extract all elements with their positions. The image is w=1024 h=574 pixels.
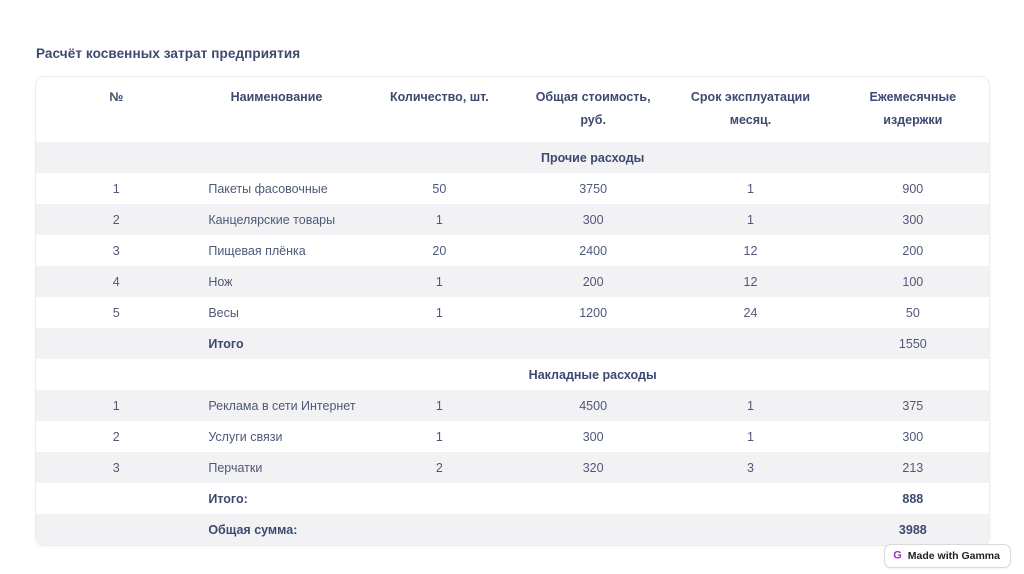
table-row: 3 Перчатки 2 320 3 213 <box>36 452 989 483</box>
gamma-logo-icon: G <box>893 549 902 561</box>
page-title: Расчёт косвенных затрат предприятия <box>36 46 301 61</box>
cell-monthly-costs: 300 <box>902 429 924 444</box>
cell-service-life: 1 <box>664 204 837 235</box>
cell-service-life: 1 <box>747 181 754 196</box>
empty-cell <box>36 142 197 173</box>
cell-total-cost: 300 <box>582 429 604 444</box>
cell-number: 5 <box>112 305 120 320</box>
cell-name: Услуги связи <box>208 429 283 444</box>
empty-cell <box>36 483 196 514</box>
header-row: № Наименование Количество, шт. Общая сто… <box>36 77 989 142</box>
section-header-row: Накладные расходы <box>36 359 989 390</box>
cell-number: 1 <box>112 181 120 196</box>
empty-cell <box>664 514 837 545</box>
column-header-name: Наименование <box>230 90 323 104</box>
section-total-row: Итого: 888 <box>36 483 989 514</box>
cell-quantity: 2 <box>356 452 522 483</box>
column-header-monthly-costs: Ежемесячные издержки <box>869 90 957 127</box>
cell-name: Нож <box>196 266 357 297</box>
empty-cell <box>664 483 836 514</box>
empty-cell <box>36 328 197 359</box>
table-row: 4 Нож 1 200 12 100 <box>36 266 989 297</box>
cell-number: 3 <box>36 452 197 483</box>
cell-number: 2 <box>36 204 197 235</box>
section-title: Накладные расходы <box>528 367 657 382</box>
cell-name: Канцелярские товары <box>196 204 357 235</box>
cell-quantity: 20 <box>432 243 447 258</box>
cell-total-cost: 1200 <box>579 305 608 320</box>
column-header-quantity: Количество, шт. <box>389 90 489 104</box>
table-row: 3 Пищевая плёнка 20 2400 12 200 <box>36 235 989 266</box>
total-label: Итого <box>196 328 357 359</box>
cost-table-card: № Наименование Количество, шт. Общая сто… <box>35 76 990 546</box>
cell-monthly-costs: 900 <box>902 181 924 196</box>
cell-service-life: 12 <box>743 243 758 258</box>
cell-total-cost: 300 <box>522 204 665 235</box>
empty-cell <box>522 328 665 359</box>
total-label: Итого: <box>208 491 248 506</box>
cell-monthly-costs: 300 <box>836 204 989 235</box>
grand-total-label: Общая сумма: <box>196 514 357 545</box>
cell-number: 3 <box>112 243 120 258</box>
cell-total-cost: 200 <box>522 266 665 297</box>
cell-service-life: 24 <box>743 305 758 320</box>
cost-table: № Наименование Количество, шт. Общая сто… <box>36 77 989 545</box>
section-total-row: Итого 1550 <box>36 328 989 359</box>
empty-cell <box>522 483 664 514</box>
cell-quantity: 50 <box>432 181 447 196</box>
table-row: 2 Канцелярские товары 1 300 1 300 <box>36 204 989 235</box>
table-row: 2 Услуги связи 1 300 1 300 <box>36 421 989 452</box>
empty-cell <box>356 328 522 359</box>
cell-name: Весы <box>208 305 239 320</box>
made-with-gamma-badge[interactable]: G Made with Gamma <box>884 544 1011 568</box>
column-header-service-life: Срок эксплуатации месяц. <box>690 90 811 127</box>
cell-name: Перчатки <box>196 452 357 483</box>
cell-quantity: 1 <box>356 204 522 235</box>
cell-quantity: 1 <box>356 390 522 421</box>
empty-cell <box>356 514 522 545</box>
cell-monthly-costs: 375 <box>836 390 989 421</box>
total-value: 1550 <box>836 328 989 359</box>
empty-cell <box>36 359 196 390</box>
cell-quantity: 1 <box>435 429 443 444</box>
cell-total-cost: 3750 <box>579 181 608 196</box>
cell-service-life: 1 <box>664 390 837 421</box>
cell-quantity: 1 <box>356 266 522 297</box>
empty-cell <box>357 483 522 514</box>
table-row: 1 Пакеты фасовочные 50 3750 1 900 <box>36 173 989 204</box>
grand-total-row: Общая сумма: 3988 <box>36 514 989 545</box>
cell-total-cost: 2400 <box>579 243 608 258</box>
cell-number: 4 <box>36 266 197 297</box>
cell-service-life: 3 <box>664 452 837 483</box>
total-value: 888 <box>902 491 924 506</box>
cell-name: Реклама в сети Интернет <box>196 390 357 421</box>
empty-cell <box>36 514 197 545</box>
cell-number: 1 <box>36 390 197 421</box>
cell-monthly-costs: 50 <box>905 305 920 320</box>
table-row: 1 Реклама в сети Интернет 1 4500 1 375 <box>36 390 989 421</box>
cell-service-life: 12 <box>664 266 837 297</box>
cell-monthly-costs: 100 <box>836 266 989 297</box>
cell-monthly-costs: 213 <box>836 452 989 483</box>
cell-service-life: 1 <box>747 429 754 444</box>
table-row: 5 Весы 1 1200 24 50 <box>36 297 989 328</box>
empty-cell <box>522 514 665 545</box>
empty-cell <box>664 328 837 359</box>
section-title: Прочие расходы <box>196 142 989 173</box>
cell-number: 2 <box>112 429 120 444</box>
cell-name: Пакеты фасовочные <box>208 181 328 196</box>
cell-quantity: 1 <box>435 305 443 320</box>
cell-name: Пищевая плёнка <box>208 243 306 258</box>
column-header-total-cost: Общая стоимость, руб. <box>535 90 651 127</box>
column-header-number: № <box>109 90 124 104</box>
cell-total-cost: 4500 <box>522 390 665 421</box>
cell-total-cost: 320 <box>522 452 665 483</box>
table-header: № Наименование Количество, шт. Общая сто… <box>36 77 989 142</box>
grand-total-value: 3988 <box>836 514 989 545</box>
section-header-row: Прочие расходы <box>36 142 989 173</box>
cell-monthly-costs: 200 <box>902 243 924 258</box>
badge-label: Made with Gamma <box>907 549 1000 562</box>
